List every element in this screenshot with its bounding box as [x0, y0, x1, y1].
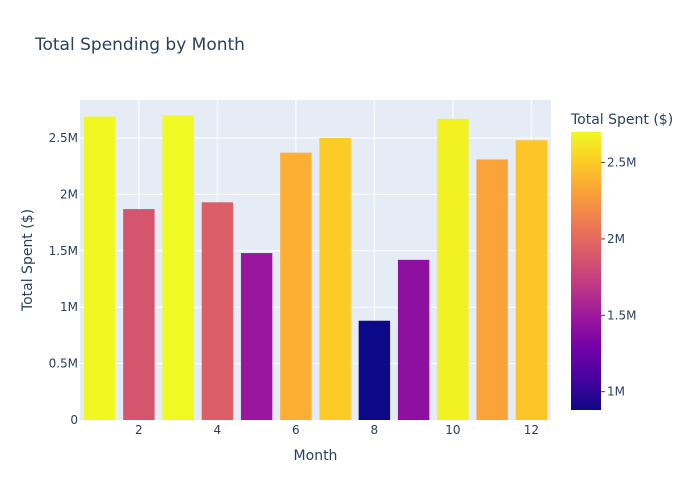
bars [83, 115, 548, 421]
colorbar-tick-label: 1M [607, 385, 625, 399]
y-tick-label: 2.5M [49, 131, 78, 145]
bar-month-7 [319, 138, 351, 421]
bar-month-2 [123, 209, 155, 420]
x-tick-label: 4 [214, 423, 222, 437]
bar-month-4 [201, 202, 234, 420]
colorbar-tick-label: 2.5M [607, 156, 636, 170]
x-axis-ticks: 2 4 6 8 10 12 [135, 423, 539, 437]
colorbar-tick-label: 1.5M [607, 308, 636, 322]
y-axis-title: Total Spent ($) [20, 209, 36, 312]
bar-month-6 [280, 152, 312, 420]
colorbar-tick-label: 2M [607, 232, 625, 246]
colorbar-title: Total Spent ($) [570, 112, 673, 128]
colorbar [571, 132, 601, 410]
bar-month-5 [240, 253, 273, 420]
x-tick-label: 6 [292, 423, 300, 437]
y-axis-ticks: 0 0.5M 1M 1.5M 2M 2.5M [49, 131, 78, 427]
y-tick-label: 0 [70, 413, 78, 427]
bar-month-8 [358, 320, 391, 420]
bar-month-3 [162, 115, 194, 420]
bar-month-1 [83, 116, 116, 420]
x-tick-label: 8 [371, 423, 379, 437]
x-tick-label: 12 [524, 423, 539, 437]
x-tick-label: 2 [135, 423, 143, 437]
x-tick-label: 10 [445, 423, 460, 437]
colorbar-ticks: 1M 1.5M 2M 2.5M [601, 156, 636, 399]
y-tick-label: 1M [60, 300, 78, 314]
y-tick-label: 0.5M [49, 357, 78, 371]
y-tick-label: 2M [60, 187, 78, 201]
bar-month-12 [515, 140, 548, 420]
bar-month-10 [437, 118, 469, 421]
plot-area [80, 100, 551, 420]
chart-title: Total Spending by Month [34, 35, 245, 55]
x-axis-title: Month [294, 448, 338, 464]
bar-month-9 [397, 259, 430, 420]
y-tick-label: 1.5M [49, 244, 78, 258]
bar-month-11 [476, 159, 508, 421]
